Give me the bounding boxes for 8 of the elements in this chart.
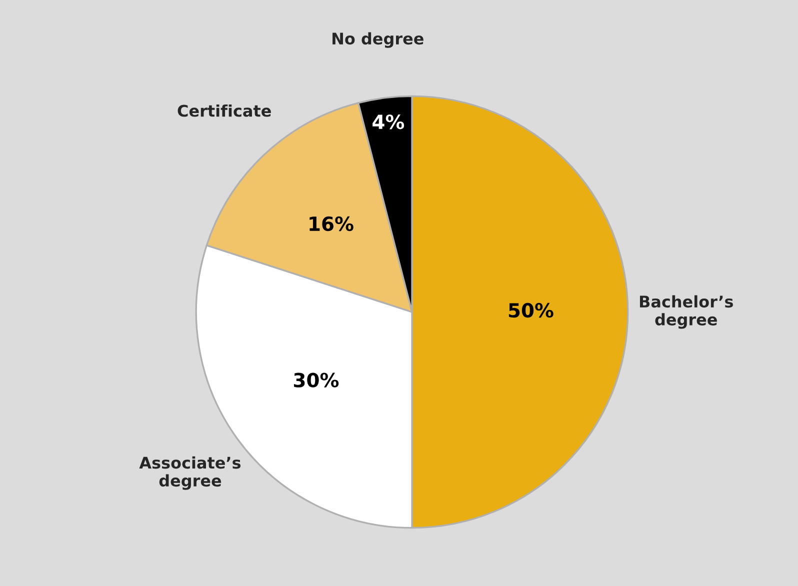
slice-label: Associate’s degree [139, 456, 241, 490]
data-label: 30% [294, 372, 339, 388]
slice-label: No degree [332, 32, 424, 48]
slice-label: Bachelor’s degree [640, 295, 733, 329]
slice-label: Certificate [178, 104, 271, 117]
data-label: 50% [508, 302, 554, 318]
data-label: 16% [310, 216, 354, 232]
data-label: 4% [372, 114, 404, 130]
